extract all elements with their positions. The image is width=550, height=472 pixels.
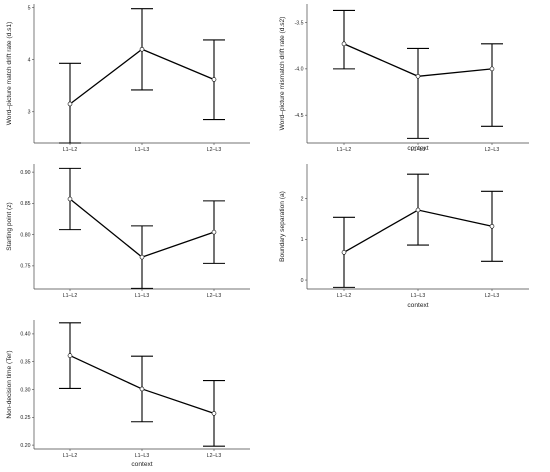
error-bar (333, 9, 355, 70)
x-tick-label: L2–L3 (485, 293, 500, 299)
y-tick-label: 2 (301, 196, 304, 202)
data-point: L1–L2: 0.361 (67, 353, 73, 358)
data-point: L1–L3: 0.764 (139, 254, 145, 260)
data-point: L1–L3: 1.72 (415, 207, 421, 213)
y-tick-label: 0.30 (20, 387, 30, 393)
panel-non-decision-time: Non-decision time (Ter) context 0.20 0.25… (6, 320, 250, 468)
y-axis-title: Starting point (z) (6, 202, 13, 250)
panel-starting-point: Starting point (z) 0.75 0.80 0.85 0.90 L1–L2… (6, 164, 250, 299)
data-point: L1–L2: -3.73 (341, 41, 347, 47)
x-tick-label: L1–L3 (135, 453, 150, 459)
x-tick-label: L1–L3 (135, 147, 150, 153)
y-axis-title: Word–picture mismatch drift rate (d.s2) (279, 17, 286, 131)
y-axis-title: Boundary separation (a) (279, 191, 286, 262)
y-tick-label: -3.5 (295, 20, 304, 26)
data-point: L2–L3: 1.32 (489, 223, 495, 229)
y-tick-label: 3 (28, 110, 31, 116)
error-bar (481, 43, 503, 127)
x-tick-label: L2–L3 (207, 293, 222, 299)
y-tick-label: 1 (301, 237, 304, 243)
data-point: L2–L3: 0.804 (211, 229, 217, 235)
x-tick-label: L1–L3 (411, 293, 426, 299)
y-tick-label: -4.5 (295, 113, 304, 119)
data-point: L1–L2: 0.68 (341, 250, 347, 255)
x-tick-label: L1–L2 (63, 453, 78, 459)
x-axis-title: context (407, 302, 428, 309)
x-axis-title: context (407, 145, 428, 152)
data-point: L1–L3: 4.2 (139, 46, 145, 52)
x-tick-label: L1–L3 (135, 293, 150, 299)
data-point: L2–L3: 0.257 (211, 411, 217, 416)
y-tick-label: 0.80 (20, 232, 30, 238)
x-tick-label: L2–L3 (207, 453, 222, 459)
y-tick-label: 0.75 (20, 264, 30, 270)
y-tick-label: 4 (28, 58, 31, 64)
data-point: L1–L2: 0.857 (67, 196, 73, 202)
x-tick-label: L1–L2 (63, 293, 78, 299)
y-tick-label: 0.40 (20, 332, 30, 338)
y-tick-label: 0.85 (20, 201, 30, 207)
x-tick-label: L1–L2 (337, 147, 352, 153)
y-tick-label: 0.25 (20, 415, 30, 421)
data-point: L2–L3: 3.62 (211, 77, 217, 82)
x-axis-title: context (131, 461, 152, 468)
y-tick-label: 0.35 (20, 360, 30, 366)
y-tick-label: 0 (301, 278, 304, 284)
data-point: L1–L3: 0.301 (139, 386, 145, 392)
panel-boundary-separation: Boundary separation (a) context 0 1 2 L1–L2… (279, 164, 529, 309)
error-bar (407, 47, 429, 139)
y-axis-title: Word–picture match drift rate (d.s1) (6, 22, 13, 126)
y-tick-label: 0.90 (20, 170, 30, 176)
x-tick-label: L1–L2 (63, 147, 78, 153)
x-tick-label: L2–L3 (207, 147, 222, 153)
y-tick-label: -4.0 (295, 67, 304, 73)
panel-mismatch-drift-rate: Word–picture mismatch drift rate (d.s2) … (279, 4, 529, 153)
data-point: L1–L2: 3.15 (67, 101, 73, 107)
x-tick-label: L1–L3 (411, 147, 426, 153)
data-point: L1–L3: -4.08 (415, 73, 421, 79)
data-point: L2–L3: -4 (489, 66, 495, 72)
x-tick-label: L1–L2 (337, 293, 352, 299)
y-tick-label: 5 (28, 5, 31, 11)
y-axis-title: Non-decision time (Ter) (6, 350, 13, 418)
panel-match-drift-rate: Word–picture match drift rate (d.s1) 3 4 5… (6, 4, 250, 153)
y-tick-label: 0.20 (20, 443, 30, 449)
x-tick-label: L2–L3 (485, 147, 500, 153)
